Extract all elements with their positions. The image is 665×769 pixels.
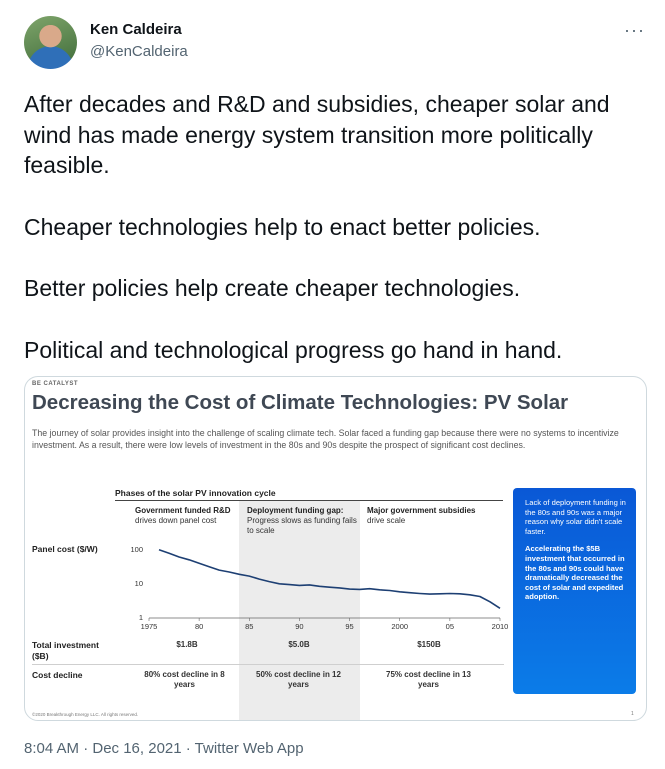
x-tick-label: 05 <box>446 622 454 631</box>
investment-gap: $5.0B <box>288 640 310 649</box>
x-tick-label: 90 <box>295 622 303 631</box>
tweet-text: After decades and R&D and subsidies, che… <box>24 89 644 396</box>
more-options-icon[interactable]: ··· <box>624 20 645 40</box>
phase-subsidies: Major government subsidies drive scale <box>367 506 497 526</box>
investment-subsidies: $150B <box>417 640 441 649</box>
phase-sub: drives down panel cost <box>135 516 217 525</box>
infographic-brand: BE CATALYST <box>32 381 79 387</box>
y-tick-label: 1 <box>139 613 143 622</box>
phase-sub: drive scale <box>367 516 406 525</box>
x-tick-label: 1975 <box>141 622 158 631</box>
x-tick-label: 85 <box>245 622 253 631</box>
phase-sub: Progress slows as funding fails to scale <box>247 516 357 535</box>
phase-heading: Major government subsidies <box>367 506 476 515</box>
x-tick-label: 2010 <box>492 622 509 631</box>
tweet-paragraph: Better policies help create cheaper tech… <box>24 275 521 301</box>
author-name[interactable]: Ken Caldeira <box>90 21 182 38</box>
infographic-title: Decreasing the Cost of Climate Technolog… <box>32 391 569 414</box>
x-tick-label: 95 <box>345 622 353 631</box>
page-number: 1 <box>631 711 634 717</box>
author-handle[interactable]: @KenCaldeira <box>90 43 188 60</box>
investment-rd: $1.8B <box>176 640 198 649</box>
phase-gap: Deployment funding gap: Progress slows a… <box>247 506 357 536</box>
callout-text-bold: Accelerating the $5B investment that occ… <box>525 544 625 602</box>
x-tick-label: 2000 <box>391 622 408 631</box>
panel-cost-label: Panel cost ($/W) <box>32 544 98 554</box>
total-investment-label: Total investment ($B) <box>32 640 99 661</box>
cost-decline-rd: 80% cost decline in 8 years <box>144 670 225 689</box>
phase-rd: Government funded R&D drives down panel … <box>135 506 239 526</box>
row-divider <box>32 664 504 665</box>
x-tick-label: 80 <box>195 622 203 631</box>
phases-title: Phases of the solar PV innovation cycle <box>115 488 276 498</box>
phase-heading: Deployment funding gap: <box>247 506 344 515</box>
y-tick-label: 100 <box>130 545 143 554</box>
tweet-timestamp[interactable]: 8:04 AM · Dec 16, 2021 · Twitter Web App <box>24 740 304 757</box>
funding-gap-shading <box>239 501 360 720</box>
attached-image[interactable]: BE CATALYST Decreasing the Cost of Clima… <box>24 376 647 721</box>
y-tick-label: 10 <box>135 579 143 588</box>
callout-box: Lack of deployment funding in the 80s an… <box>513 488 636 694</box>
infographic-description: The journey of solar provides insight in… <box>32 428 619 450</box>
cost-decline-label: Cost decline <box>32 670 83 680</box>
phases-divider <box>115 500 503 501</box>
avatar[interactable] <box>24 16 77 69</box>
copyright-note: ©2020 Breakthrough Energy LLC. All right… <box>32 712 139 717</box>
phase-heading: Government funded R&D <box>135 506 231 515</box>
cost-decline-gap: 50% cost decline in 12 years <box>256 670 341 689</box>
callout-text: Lack of deployment funding in the 80s an… <box>525 498 626 536</box>
tweet-paragraph: Cheaper technologies help to enact bette… <box>24 213 541 240</box>
tweet-paragraph: After decades and R&D and subsidies, che… <box>24 91 610 178</box>
tweet-paragraph: Political and technological progress go … <box>24 336 563 363</box>
panel-cost-series-line <box>158 549 501 609</box>
cost-decline-subsidies: 75% cost decline in 13 years <box>386 670 471 689</box>
